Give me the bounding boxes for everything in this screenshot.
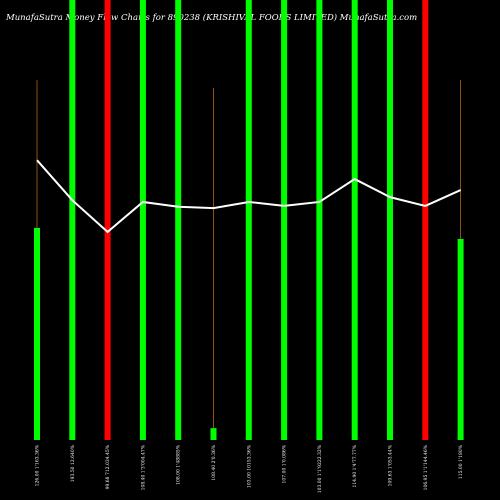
- x-tick-label: 115.00 1'180%: [458, 444, 464, 479]
- bar: [69, 0, 76, 440]
- x-tick-label: 107.00 1'0.086%: [282, 444, 288, 483]
- bar: [387, 0, 393, 440]
- x-tick-label: 109.63 1'053.44%: [388, 444, 394, 486]
- bar: [316, 0, 323, 440]
- x-tick-label: 108.40 2'0.36%: [211, 444, 217, 480]
- x-tick-label: 114.90 1'4'77.77%: [352, 444, 358, 487]
- bar: [351, 0, 358, 440]
- bar: [34, 227, 40, 440]
- x-tick-label: 106.95 1'1'144.46%: [423, 444, 429, 490]
- x-tick-label: 126.00 1'163.36%: [35, 444, 41, 486]
- bar: [457, 238, 464, 440]
- bar: [210, 428, 217, 440]
- x-tick-label: 103.00 1'1'9222.32%: [317, 444, 323, 493]
- x-tick-label: 108.00 1'48885%: [176, 444, 182, 485]
- chart-title: MunafaSutra Money Flow Charts for 890238…: [5, 12, 417, 23]
- bar: [281, 0, 288, 440]
- bar: [104, 0, 111, 440]
- x-tick-label: 103.00 10153.36%: [246, 444, 252, 488]
- x-tick-label: 108.40 1'3'004.47%: [140, 444, 146, 490]
- x-tick-label: 193.50 12.640%: [70, 444, 76, 482]
- bar: [175, 0, 182, 440]
- price-line: [36, 159, 462, 234]
- bar: [139, 0, 146, 440]
- bar: [422, 0, 429, 440]
- bar: [245, 0, 252, 440]
- x-tick-label: 99.68 712.034.45%: [105, 444, 111, 489]
